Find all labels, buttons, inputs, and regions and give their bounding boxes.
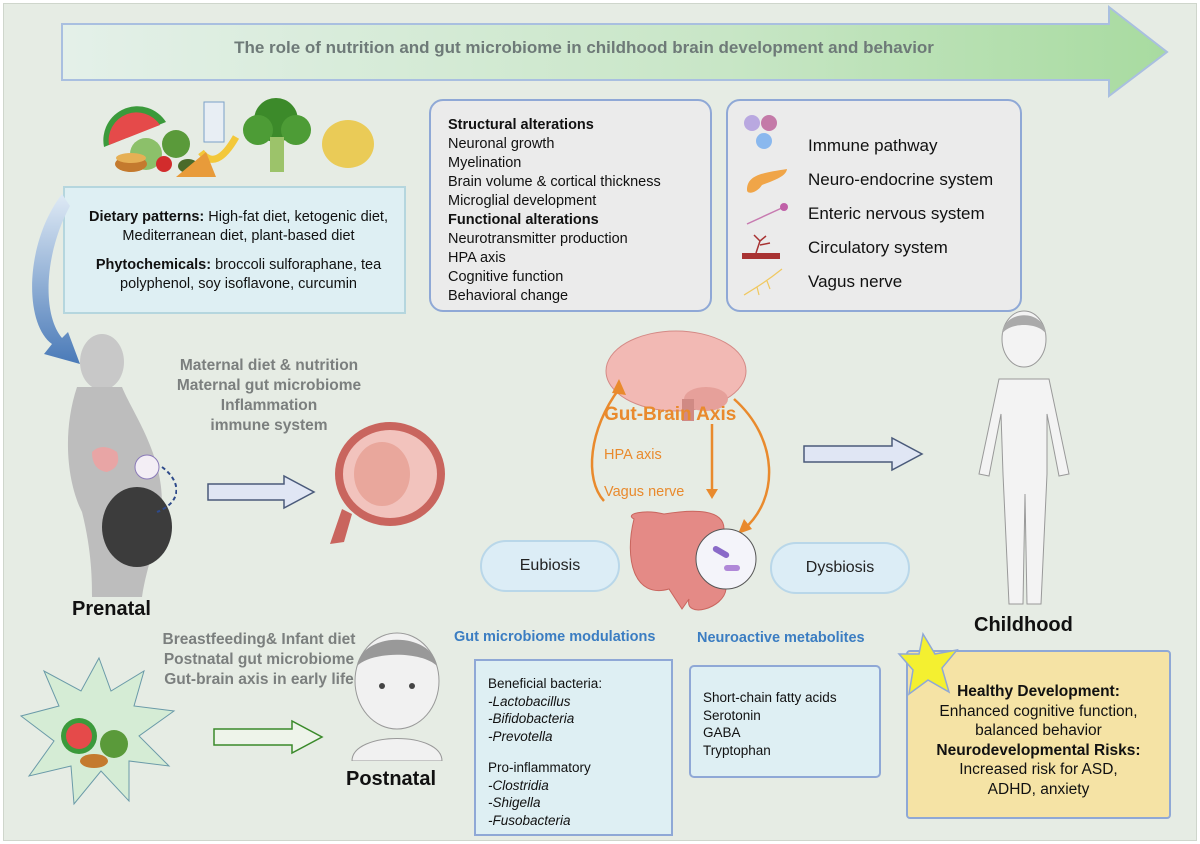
dietary-patterns: Dietary patterns: High-fat diet, ketogen…	[85, 208, 392, 246]
metabolite-item: Short-chain fatty acids	[703, 690, 837, 705]
pathways-box: Immune pathway Neuro-endocrine system En…	[726, 99, 1022, 312]
metabolite-item: Serotonin	[703, 707, 761, 723]
phytochemicals: Phytochemicals: broccoli sulforaphane, t…	[85, 256, 392, 294]
postnatal-factors: Breastfeeding& Infant diet Postnatal gut…	[154, 630, 364, 690]
pancreas-icon	[742, 165, 792, 195]
structural-item: Myelination	[448, 155, 522, 171]
pro-inflammatory-heading: Pro-inflammatory	[488, 760, 591, 775]
pathway-neuroendocrine: Neuro-endocrine system	[742, 163, 1020, 197]
alterations-box: Structural alterations Neuronal growth M…	[429, 99, 712, 312]
postnatal-factor: Breastfeeding& Infant diet	[162, 631, 356, 648]
fetus-illustration	[330, 422, 445, 544]
diagram-title: The role of nutrition and gut microbiome…	[234, 38, 934, 57]
metabolite-item: GABA	[703, 725, 741, 740]
baby-illustration	[351, 632, 443, 761]
bacteria-item: -Fusobacteria	[488, 812, 571, 828]
diagram-canvas: The role of nutrition and gut microbiome…	[3, 3, 1197, 841]
risk-text: Increased risk for ASD, ADHD, anxiety	[959, 761, 1118, 798]
dietary-text: High-fat diet, ketogenic diet, Mediterra…	[122, 209, 388, 244]
immune-cells-icon	[742, 115, 792, 161]
pathway-label: Circulatory system	[808, 238, 948, 257]
risk-heading: Neurodevelopmental Risks:	[936, 741, 1141, 759]
gut-brain-axis-title: Gut-Brain Axis	[604, 404, 737, 425]
timeline-arrow	[61, 4, 1169, 99]
pathway-label: Vagus nerve	[808, 272, 903, 291]
prenatal-factor: Maternal diet & nutrition	[179, 357, 359, 374]
structural-item: Brain volume & cortical thickness	[448, 174, 661, 190]
beneficial-heading: Beneficial bacteria:	[488, 676, 603, 691]
healthy-heading: Healthy Development:	[957, 683, 1120, 700]
pathway-immune: Immune pathway	[742, 115, 1020, 163]
functional-heading: Functional alterations	[448, 212, 599, 228]
blood-vessel-icon	[742, 233, 792, 263]
vagus-nerve-icon	[742, 267, 792, 297]
pathway-vagus: Vagus nerve	[742, 265, 1020, 299]
structural-item: Neuronal growth	[448, 136, 555, 152]
phyto-label: Phytochemicals:	[95, 257, 212, 273]
phyto-text: broccoli sulforaphane, tea polyphenol, s…	[120, 257, 382, 292]
metabolites-heading: Neuroactive metabolites	[697, 630, 865, 646]
bacteria-item: -Shigella	[488, 795, 541, 810]
hpa-axis-label: HPA axis	[604, 447, 662, 463]
functional-item: Cognitive function	[448, 269, 564, 285]
dietary-label: Dietary patterns:	[88, 209, 205, 225]
functional-item: Neurotransmitter production	[448, 231, 628, 247]
prenatal-arrow	[207, 474, 316, 510]
pathway-circulatory: Circulatory system	[742, 231, 1020, 265]
postnatal-factor: Postnatal gut microbiome	[163, 651, 355, 668]
postnatal-arrow	[213, 719, 324, 755]
food-illustration	[103, 98, 374, 177]
gut-brain-illustration	[590, 330, 771, 611]
bacteria-item: -Lactobacillus	[488, 693, 571, 709]
vagus-nerve-label: Vagus nerve	[604, 484, 685, 500]
childhood-label: Childhood	[974, 614, 1073, 636]
prenatal-label: Prenatal	[72, 598, 151, 620]
metabolite-item: Tryptophan	[703, 742, 771, 758]
structural-item: Microglial development	[448, 193, 597, 209]
star-icon	[897, 632, 959, 696]
pathway-label: Enteric nervous system	[808, 204, 985, 223]
functional-item: HPA axis	[448, 250, 506, 266]
modulations-heading: Gut microbiome modulations	[454, 629, 656, 645]
healthy-text: Enhanced cognitive function, balanced be…	[939, 702, 1138, 740]
modulations-box: Beneficial bacteria: -Lactobacillus -Bif…	[474, 659, 673, 836]
outcomes-box: Healthy Development: Enhanced cognitive …	[906, 650, 1171, 819]
prenatal-factors: Maternal diet & nutrition Maternal gut m…	[164, 356, 374, 436]
pathway-label: Neuro-endocrine system	[808, 170, 994, 189]
bacteria-item: -Prevotella	[488, 728, 553, 744]
prenatal-factor: Inflammation	[220, 397, 318, 414]
child-illustration	[978, 310, 1070, 605]
food-burst-illustration	[19, 656, 176, 806]
neuron-icon	[742, 199, 792, 229]
dysbiosis-pill: Dysbiosis	[770, 542, 910, 594]
pathway-label: Immune pathway	[808, 136, 938, 155]
prenatal-factor: immune system	[210, 417, 328, 434]
eubiosis-pill: Eubiosis	[480, 540, 620, 592]
functional-item: Behavioral change	[448, 288, 569, 304]
metabolites-box: Short-chain fatty acids Serotonin GABA T…	[689, 665, 881, 778]
bacteria-item: -Bifidobacteria	[488, 711, 575, 726]
prenatal-factor: Maternal gut microbiome	[176, 377, 362, 394]
bacteria-item: -Clostridia	[488, 777, 549, 793]
structural-heading: Structural alterations	[448, 117, 594, 133]
pregnant-woman-illustration	[67, 334, 177, 597]
postnatal-label: Postnatal	[346, 768, 437, 790]
postnatal-factor: Gut-brain axis in early life	[164, 671, 354, 688]
childhood-arrow	[803, 436, 924, 472]
curved-arrow	[32, 194, 80, 364]
pathway-enteric: Enteric nervous system	[742, 197, 1020, 231]
diet-box: Dietary patterns: High-fat diet, ketogen…	[63, 186, 406, 314]
